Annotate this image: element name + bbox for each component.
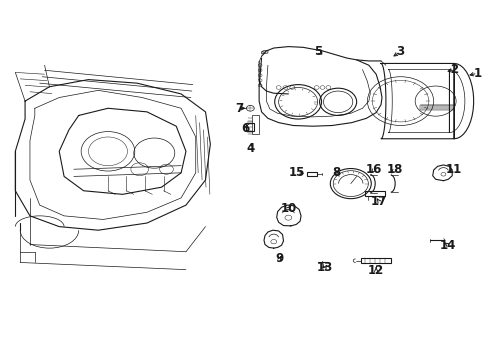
Text: 16: 16 [366,163,382,176]
Text: 1: 1 [472,67,481,80]
Text: 5: 5 [314,45,322,58]
Text: 14: 14 [439,239,456,252]
Text: 15: 15 [288,166,305,179]
Text: 7: 7 [235,102,243,115]
Text: 8: 8 [331,166,340,179]
Text: 11: 11 [445,163,461,176]
Text: 12: 12 [367,264,384,277]
Text: 2: 2 [449,63,457,76]
Text: 9: 9 [275,252,283,265]
Text: 6: 6 [241,122,249,135]
Text: 3: 3 [396,45,404,58]
Text: 13: 13 [316,261,332,274]
Text: 4: 4 [246,142,254,155]
Text: 18: 18 [386,163,402,176]
Text: 10: 10 [280,202,296,215]
Text: 17: 17 [370,195,386,208]
